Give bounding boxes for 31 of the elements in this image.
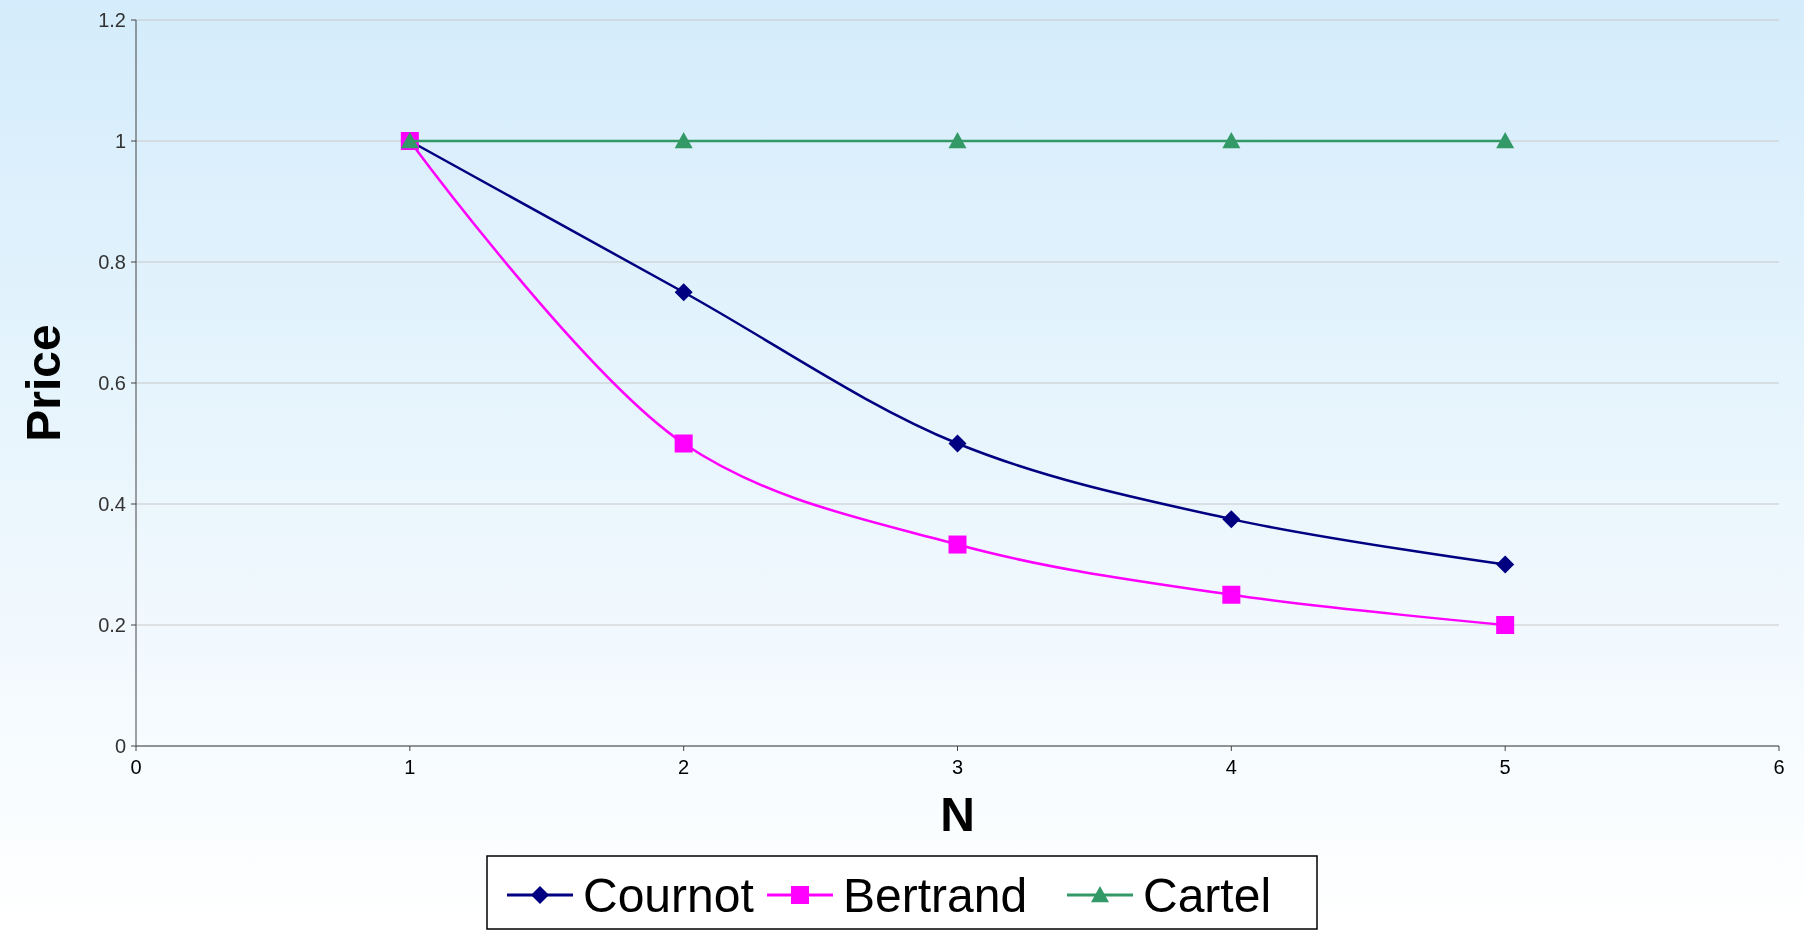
point — [1222, 585, 1241, 604]
point — [948, 434, 967, 453]
legend-label: Cartel — [1143, 868, 1272, 922]
point — [674, 434, 693, 453]
point — [1222, 132, 1241, 149]
point — [1496, 555, 1515, 574]
x-tick-label: 3 — [951, 756, 964, 778]
point — [674, 283, 693, 302]
point — [1496, 616, 1515, 634]
point — [948, 132, 967, 149]
y-tick-label: 0.8 — [98, 251, 126, 273]
x-tick-label: 0 — [130, 756, 142, 778]
x-tick-label: 5 — [1499, 756, 1511, 778]
x-tick-label: 1 — [404, 756, 416, 778]
x-tick-label: 2 — [678, 756, 690, 778]
x-tick-label: 6 — [1773, 756, 1785, 778]
y-tick-label: 0 — [114, 735, 126, 757]
x-tick-label: 4 — [1225, 756, 1237, 778]
y-tick-label: 0.4 — [98, 493, 126, 515]
y-tick-label: 0.2 — [98, 614, 126, 636]
y-tick-label: 1 — [114, 130, 126, 152]
legend-label: Cournot — [583, 868, 754, 922]
y-tick-label: 0.6 — [98, 372, 126, 394]
legend-label: Bertrand — [843, 868, 1028, 922]
point — [948, 535, 967, 554]
point — [1222, 510, 1241, 529]
point — [674, 132, 693, 149]
y-tick-label: 1.2 — [98, 9, 126, 31]
x-axis-title: N — [940, 788, 975, 841]
y-axis-title: Price — [17, 324, 70, 442]
point — [1496, 132, 1515, 149]
